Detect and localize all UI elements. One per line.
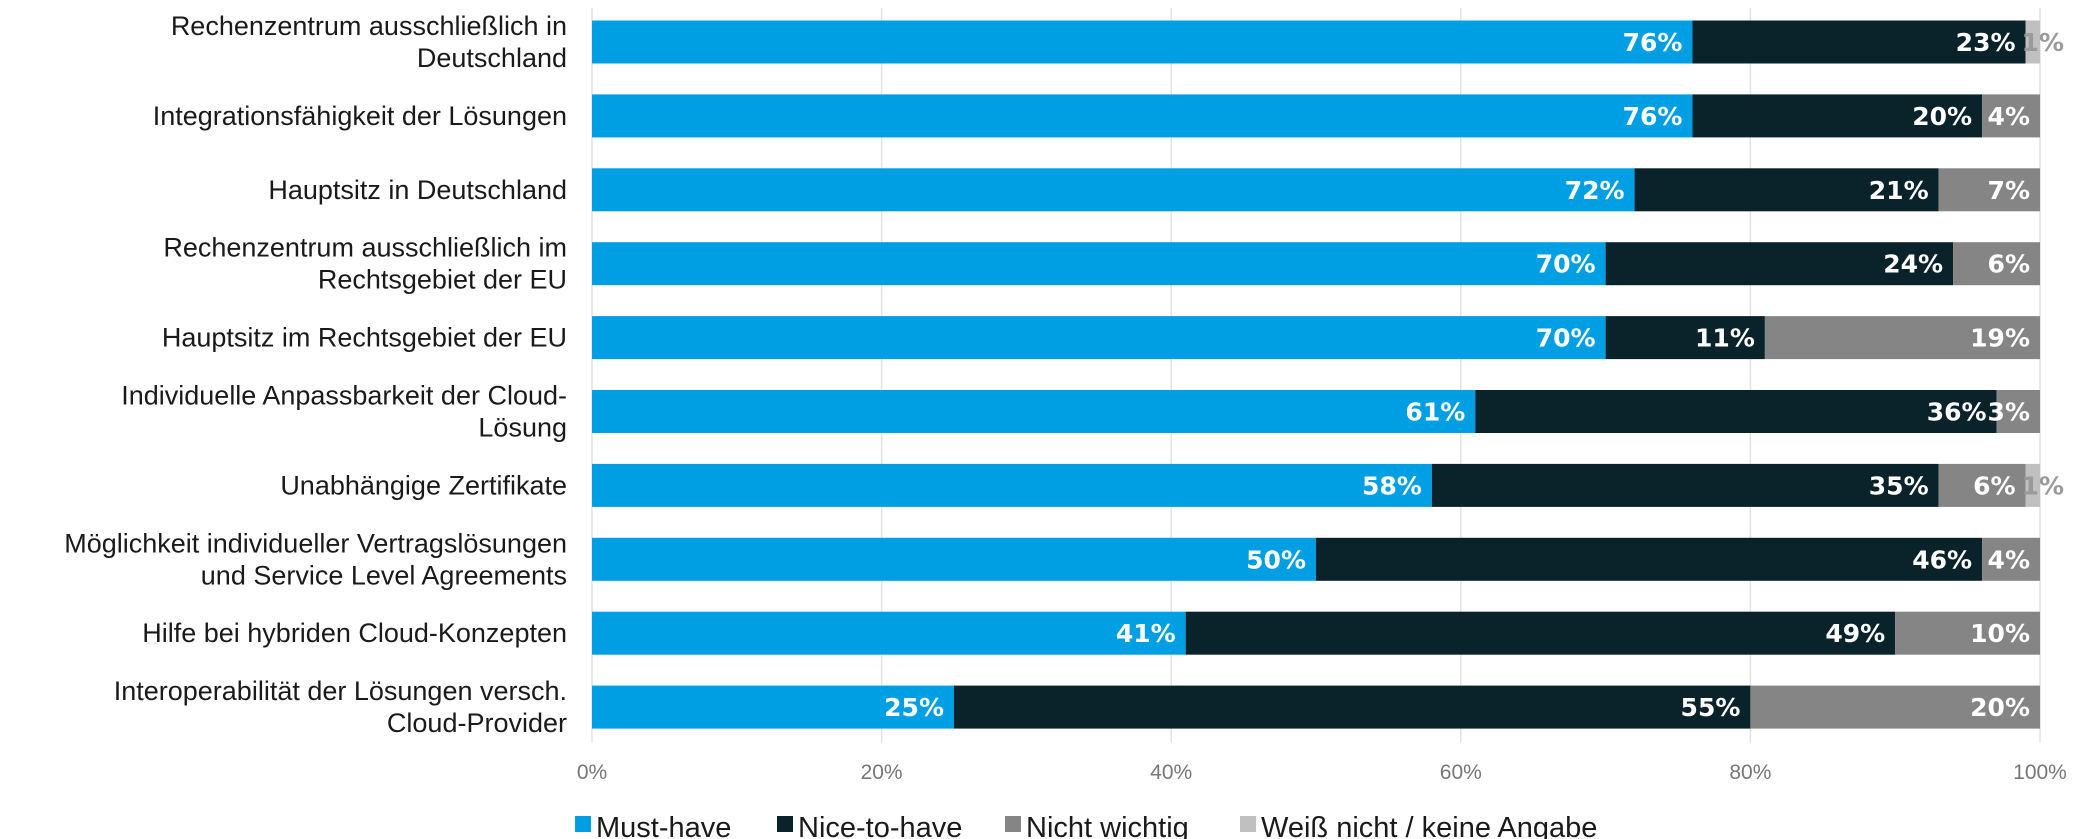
legend: Must-have Nice-to-have Nicht wichtig Weiß n… (575, 812, 1597, 839)
bar-must-have (592, 685, 954, 729)
category-label: Unabhängige Zertifikate (280, 470, 567, 500)
x-tick-label: 100% (2013, 761, 2067, 784)
data-label: 20% (1912, 102, 1972, 131)
legend-label: Nicht wichtig (1026, 812, 1189, 839)
data-label: 1% (2022, 471, 2064, 500)
bar-nice-to-have (1431, 463, 1939, 507)
category-label: Hauptsitz im Rechtsgebiet der EU (162, 323, 567, 353)
data-label: 70% (1536, 250, 1596, 279)
bar-nicht-wichtig (1764, 316, 2040, 360)
bar-must-have (592, 316, 1606, 360)
data-label: 25% (884, 693, 944, 722)
data-label: 35% (1869, 471, 1929, 500)
bar-must-have (592, 168, 1635, 212)
bar-must-have (592, 242, 1606, 286)
category-label: Integrationsfähigkeit der Lösungen (153, 101, 567, 131)
bar-wei-nicht-keine-angabe (2025, 463, 2040, 507)
data-label: 11% (1695, 324, 1755, 353)
bar-nice-to-have (954, 685, 1751, 729)
data-label: 46% (1912, 545, 1972, 574)
bar-wei-nicht-keine-angabe (2025, 20, 2040, 64)
legend-label: Weiß nicht / keine Angabe (1261, 812, 1597, 839)
data-label: 76% (1623, 102, 1683, 131)
data-label: 6% (1988, 250, 2030, 279)
category-label: Möglichkeit individueller Vertragslösung… (64, 528, 567, 558)
bar-nice-to-have (1605, 316, 1765, 360)
bars (592, 20, 2040, 729)
bar-nicht-wichtig (1938, 463, 2026, 507)
bar-must-have (592, 94, 1693, 138)
x-tick-label: 20% (861, 761, 903, 784)
category-label: Hilfe bei hybriden Cloud-Konzepten (142, 618, 567, 648)
category-label: Lösung (478, 413, 567, 443)
bar-must-have (592, 537, 1316, 581)
bar-nicht-wichtig (1938, 168, 2040, 212)
category-label: Hauptsitz in Deutschland (268, 175, 567, 205)
data-label: 72% (1565, 176, 1625, 205)
bar-nice-to-have (1634, 168, 1939, 212)
bar-must-have (592, 463, 1432, 507)
data-label: 61% (1405, 398, 1465, 427)
x-tick-label: 60% (1440, 761, 1482, 784)
category-label: Cloud-Provider (387, 708, 567, 738)
data-label: 21% (1869, 176, 1929, 205)
bar-nice-to-have (1475, 390, 1997, 433)
bar-must-have (592, 390, 1476, 433)
legend-swatch-nicht-wichtig (1005, 816, 1021, 832)
legend-swatch-wei-nicht-keine-angabe (1240, 816, 1256, 832)
data-label: 36% (1927, 398, 1987, 427)
data-label: 19% (1970, 324, 2030, 353)
data-label: 10% (1970, 619, 2030, 648)
data-label: 4% (1988, 545, 2030, 574)
legend-label: Must-have (596, 812, 731, 839)
bar-nice-to-have (1692, 20, 2026, 64)
data-label: 4% (1988, 102, 2030, 131)
bar-nice-to-have (1692, 94, 1983, 138)
category-label: und Service Level Agreements (201, 560, 567, 590)
x-axis-ticks: 0% 20% 40% 60% 80% 100% (577, 761, 2067, 784)
x-tick-label: 40% (1150, 761, 1192, 784)
bar-nicht-wichtig (1996, 390, 2040, 433)
bar-nice-to-have (1185, 611, 1896, 655)
data-label: 3% (1988, 398, 2030, 427)
data-labels: 76% 23% 1%76% 20% 4%72% 21% 7%70% 24% 6%70% 11% 19… (884, 28, 2064, 722)
bar-nice-to-have (1605, 242, 1954, 286)
legend-label: Nice-to-have (798, 812, 962, 839)
bar-must-have (592, 20, 1693, 64)
bar-must-have (592, 611, 1186, 655)
category-label: Individuelle Anpassbarkeit der Cloud- (121, 381, 567, 411)
data-label: 20% (1970, 693, 2030, 722)
category-label: Rechenzentrum ausschließlich in (171, 11, 567, 41)
data-label: 76% (1623, 28, 1683, 57)
data-label: 23% (1956, 28, 2016, 57)
data-label: 49% (1825, 619, 1885, 648)
bar-nicht-wichtig (1953, 242, 2040, 286)
legend-swatch-nice-to-have (777, 816, 793, 832)
x-tick-label: 0% (577, 761, 607, 784)
category-label: Rechenzentrum ausschließlich im (163, 233, 567, 263)
category-label: Interoperabilität der Lösungen versch. (114, 676, 567, 706)
data-label: 41% (1116, 619, 1176, 648)
data-label: 55% (1681, 693, 1741, 722)
bar-nicht-wichtig (1982, 94, 2040, 138)
data-label: 6% (1973, 471, 2015, 500)
category-label: Deutschland (417, 43, 567, 73)
bar-nicht-wichtig (1982, 537, 2040, 581)
legend-swatch-must-have (575, 816, 591, 832)
category-label: Rechtsgebiet der EU (318, 265, 567, 295)
data-label: 7% (1988, 176, 2030, 205)
data-label: 24% (1883, 250, 1943, 279)
x-tick-label: 80% (1729, 761, 1771, 784)
bar-nicht-wichtig (1895, 611, 2040, 655)
bar-nice-to-have (1316, 537, 1983, 581)
category-labels: Rechenzentrum ausschließlich inDeutschla… (64, 11, 567, 738)
bar-nicht-wichtig (1750, 685, 2040, 729)
data-label: 58% (1362, 471, 1422, 500)
data-label: 50% (1246, 545, 1306, 574)
data-label: 70% (1536, 324, 1596, 353)
data-label: 1% (2022, 28, 2064, 57)
